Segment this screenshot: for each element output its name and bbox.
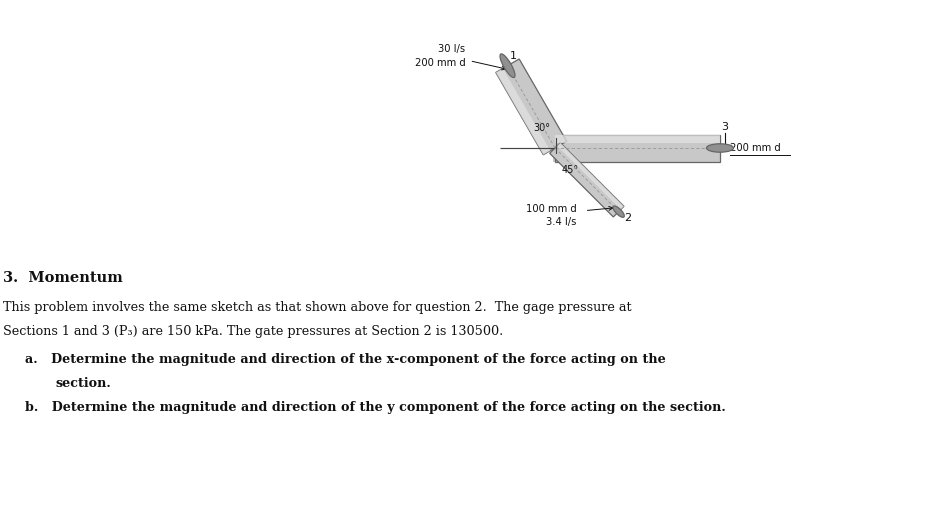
Text: 1: 1 — [509, 51, 516, 61]
Text: 3: 3 — [721, 122, 727, 132]
Text: a.   Determine the magnitude and direction of the x-component of the force actin: a. Determine the magnitude and direction… — [25, 353, 665, 366]
Text: section.: section. — [55, 377, 110, 390]
Polygon shape — [552, 134, 583, 162]
Polygon shape — [549, 143, 624, 217]
Text: 3.  Momentum: 3. Momentum — [3, 271, 123, 285]
Polygon shape — [557, 143, 624, 210]
Text: 200 mm d: 200 mm d — [729, 143, 780, 153]
Ellipse shape — [500, 54, 514, 77]
Ellipse shape — [612, 206, 624, 217]
Text: This problem involves the same sketch as that shown above for question 2.  The g: This problem involves the same sketch as… — [3, 301, 631, 314]
Polygon shape — [495, 59, 566, 155]
Text: 2: 2 — [624, 213, 630, 223]
Text: Sections 1 and 3 (P₃) are 150 kPa. The gate pressures at Section 2 is 130500.: Sections 1 and 3 (P₃) are 150 kPa. The g… — [3, 325, 503, 338]
Text: 30 l/s
200 mm d: 30 l/s 200 mm d — [414, 44, 465, 67]
Text: 100 mm d
3.4 l/s: 100 mm d 3.4 l/s — [526, 204, 576, 228]
Text: 45°: 45° — [561, 165, 578, 175]
Polygon shape — [554, 134, 720, 143]
Text: 30°: 30° — [533, 123, 550, 133]
Polygon shape — [554, 134, 720, 162]
Text: b.   Determine the magnitude and direction of the y component of the force actin: b. Determine the magnitude and direction… — [25, 401, 725, 414]
Ellipse shape — [705, 144, 733, 152]
Polygon shape — [495, 69, 549, 155]
